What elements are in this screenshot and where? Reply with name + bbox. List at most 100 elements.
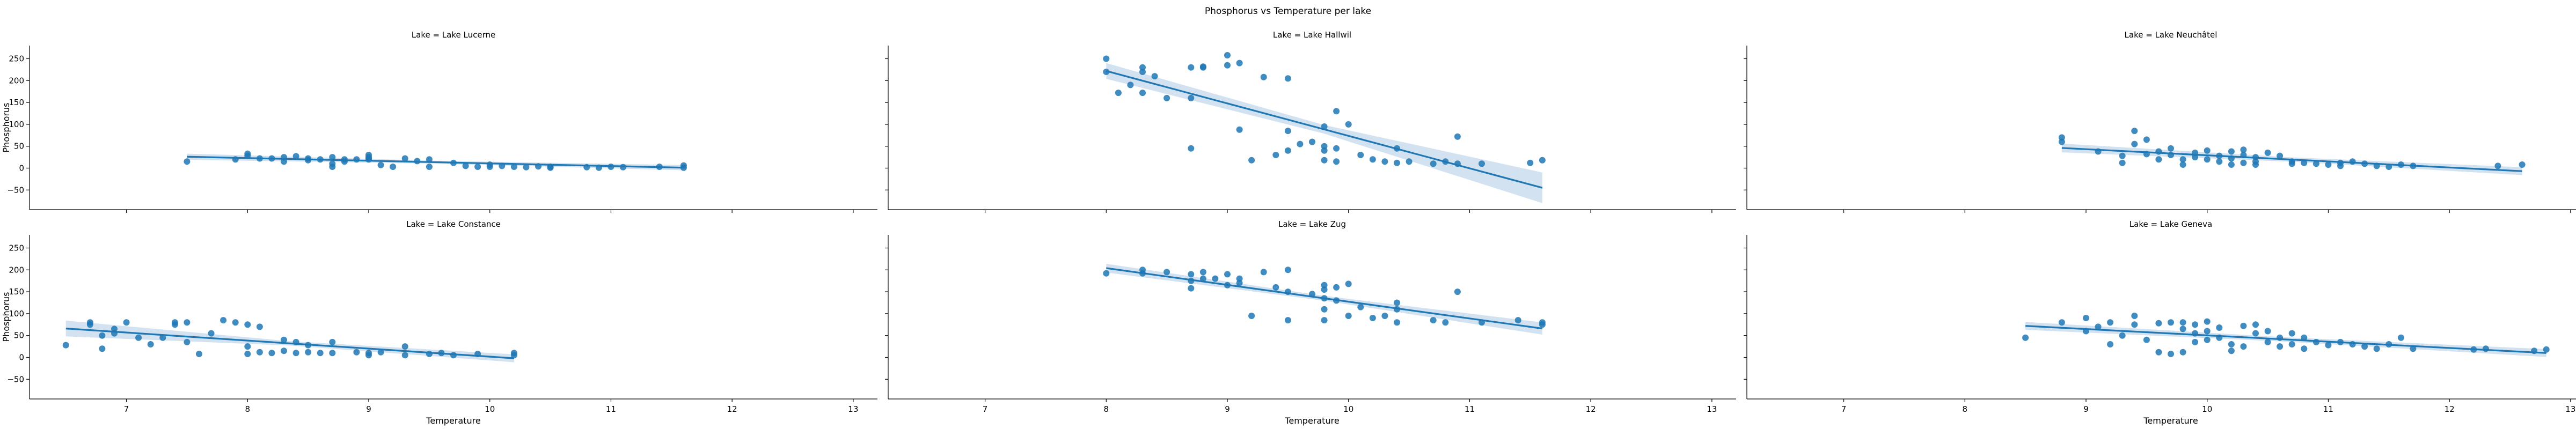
data-point xyxy=(1248,313,1255,319)
panel-title: Lake = Lake Constance xyxy=(406,219,501,229)
data-point xyxy=(1406,158,1413,165)
data-point xyxy=(1369,156,1376,163)
x-tick-label: 9 xyxy=(2083,404,2089,414)
data-point xyxy=(1539,157,1546,164)
data-point xyxy=(1333,145,1340,152)
y-tick-label: 250 xyxy=(9,243,24,253)
data-point xyxy=(1394,159,1400,166)
data-point xyxy=(1430,160,1437,167)
regression-line xyxy=(2061,147,2522,172)
data-point xyxy=(1357,152,1364,158)
data-point xyxy=(1236,126,1243,133)
y-tick-label: −50 xyxy=(7,185,24,195)
x-tick-label: 12 xyxy=(727,404,737,414)
data-point xyxy=(1333,284,1340,291)
data-point xyxy=(220,317,227,324)
data-point xyxy=(1115,90,1122,97)
confidence-band xyxy=(65,320,514,363)
data-point xyxy=(1333,158,1340,165)
data-point xyxy=(1212,275,1219,282)
data-point xyxy=(2312,160,2319,167)
data-point xyxy=(2216,324,2223,331)
data-point xyxy=(1357,304,1364,310)
y-tick-label: −50 xyxy=(7,374,24,384)
data-point xyxy=(1309,138,1315,145)
data-point xyxy=(1539,321,1546,328)
data-point xyxy=(2277,152,2284,159)
data-point xyxy=(2143,336,2150,343)
x-tick-label: 11 xyxy=(606,404,616,414)
panel-title: Lake = Lake Lucerne xyxy=(412,30,495,40)
data-point xyxy=(2373,345,2380,352)
x-tick-label: 8 xyxy=(1104,404,1109,414)
data-point xyxy=(244,351,251,357)
data-point xyxy=(2179,326,2186,332)
data-point xyxy=(1199,269,1206,276)
data-point xyxy=(486,164,493,170)
data-point xyxy=(1188,271,1195,278)
data-point xyxy=(244,321,251,328)
data-point xyxy=(135,334,142,341)
data-point xyxy=(1284,128,1291,135)
y-tick-label: 100 xyxy=(9,309,24,319)
data-point xyxy=(2301,345,2308,352)
y-axis-label: Phosphorus xyxy=(1,102,11,152)
data-point xyxy=(147,341,154,347)
data-point xyxy=(184,338,191,345)
data-point xyxy=(329,338,336,345)
x-tick-label: 7 xyxy=(983,404,988,414)
data-point xyxy=(123,319,130,326)
data-point xyxy=(2119,332,2126,339)
data-point xyxy=(1527,159,1534,166)
data-point xyxy=(111,326,118,332)
panel: Lake = Lake Neuchâtel xyxy=(1744,30,2576,213)
data-point xyxy=(1321,157,1328,164)
y-tick-label: 150 xyxy=(9,98,24,107)
data-point xyxy=(2083,315,2089,321)
panel-title: Lake = Lake Geneva xyxy=(2129,219,2212,229)
data-point xyxy=(2022,334,2029,341)
data-point xyxy=(1151,73,1158,80)
data-point xyxy=(292,153,299,160)
x-tick-label: 12 xyxy=(1586,404,1596,414)
data-point xyxy=(2228,161,2235,168)
data-point xyxy=(2252,330,2259,337)
data-point xyxy=(2131,313,2138,319)
y-tick-label: 0 xyxy=(19,352,24,362)
data-point xyxy=(232,319,239,326)
data-point xyxy=(184,319,191,326)
data-point xyxy=(2361,343,2368,350)
data-point xyxy=(2131,321,2138,328)
data-point xyxy=(2301,159,2308,166)
data-point xyxy=(281,158,287,165)
data-point xyxy=(2264,149,2271,156)
data-point xyxy=(462,162,469,169)
data-point xyxy=(2397,334,2404,341)
data-point xyxy=(2179,349,2186,356)
x-axis-label: Temperature xyxy=(426,416,480,426)
data-point xyxy=(1248,157,1255,164)
data-point xyxy=(1321,286,1328,293)
data-point xyxy=(2277,343,2284,350)
data-point xyxy=(1321,282,1328,289)
data-point xyxy=(426,156,433,163)
data-point xyxy=(510,164,517,170)
data-point xyxy=(2519,161,2526,168)
data-point xyxy=(1236,60,1243,66)
data-point xyxy=(1321,147,1328,154)
data-point xyxy=(2095,323,2102,330)
data-point xyxy=(1454,289,1461,295)
data-point xyxy=(2240,343,2247,350)
data-point xyxy=(401,352,408,359)
data-point xyxy=(208,330,215,337)
data-point xyxy=(281,336,287,343)
y-tick-label: 250 xyxy=(9,54,24,63)
data-point xyxy=(2410,345,2417,352)
data-point xyxy=(2337,162,2344,169)
data-point xyxy=(317,350,324,357)
data-point xyxy=(1272,284,1279,291)
data-point xyxy=(2543,346,2550,353)
data-point xyxy=(1188,285,1195,292)
x-tick-label: 11 xyxy=(1465,404,1475,414)
data-point xyxy=(2494,162,2501,169)
